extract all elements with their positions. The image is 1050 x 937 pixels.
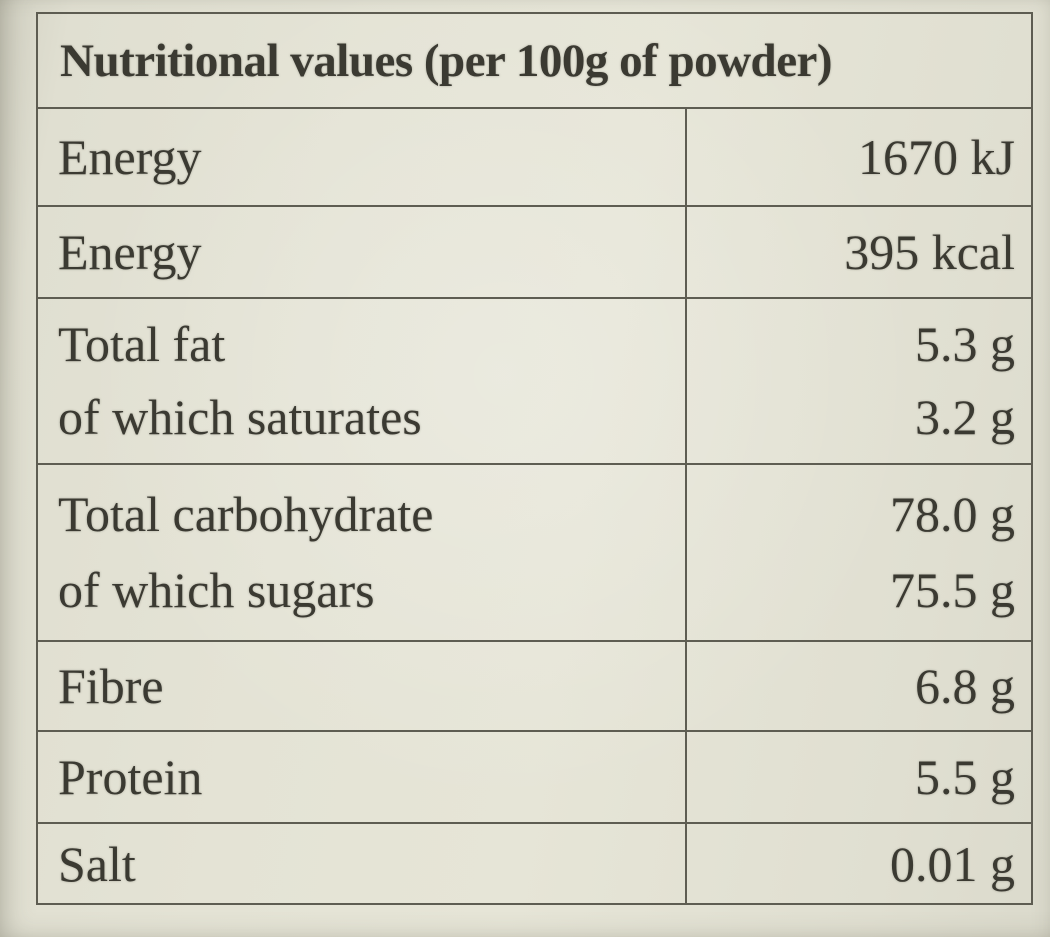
nutrient-value: 0.01 g [890, 836, 1015, 892]
nutrient-value: 6.8 g [915, 657, 1015, 714]
nutrient-name-cell: Total carbohydrate of which sugars [38, 465, 685, 640]
nutrient-name: Energy [58, 128, 202, 185]
table-row-energy-kcal: Energy 395 kcal [38, 207, 1031, 299]
table-row-carbohydrate: Total carbohydrate of which sugars 78.0 … [38, 465, 1031, 642]
nutrient-name: Total carbohydrate [58, 485, 434, 542]
table-title-text: Nutritional values (per 100g of powder) [60, 34, 833, 87]
nutrient-name-cell: Energy [38, 207, 685, 297]
nutrient-value-cell: 78.0 g 75.5 g [685, 465, 1031, 640]
nutrient-name-cell: Salt [38, 824, 685, 905]
nutrient-value-cell: 395 kcal [685, 207, 1031, 297]
nutrient-name-cell: Protein [38, 732, 685, 822]
nutrition-table: Nutritional values (per 100g of powder) … [36, 12, 1033, 905]
nutrient-value: 1670 kJ [858, 128, 1015, 185]
nutrient-value: 395 kcal [844, 223, 1015, 280]
nutrient-name: Energy [58, 223, 202, 280]
nutrient-name-cell: Total fat of which saturates [38, 299, 685, 463]
nutrient-subvalue: 3.2 g [915, 389, 1015, 445]
nutrient-value: 5.3 g [915, 316, 1015, 372]
nutrient-value-cell: 6.8 g [685, 642, 1031, 730]
nutrient-name: Protein [58, 748, 203, 805]
nutrient-subname: of which saturates [58, 389, 422, 445]
nutrient-name: Fibre [58, 657, 164, 714]
table-row-fat: Total fat of which saturates 5.3 g 3.2 g [38, 299, 1031, 465]
table-row-protein: Protein 5.5 g [38, 732, 1031, 824]
nutrient-name: Salt [58, 836, 136, 892]
nutrient-name-cell: Fibre [38, 642, 685, 730]
table-row-fibre: Fibre 6.8 g [38, 642, 1031, 732]
table-title: Nutritional values (per 100g of powder) [38, 14, 1031, 109]
nutrient-name: Total fat [58, 316, 226, 372]
nutrient-value-cell: 1670 kJ [685, 109, 1031, 205]
nutrient-value: 78.0 g [890, 485, 1015, 542]
nutrient-value-cell: 5.5 g [685, 732, 1031, 822]
nutrient-subvalue: 75.5 g [890, 562, 1015, 619]
nutrient-value: 5.5 g [915, 748, 1015, 805]
nutrient-value-cell: 0.01 g [685, 824, 1031, 905]
nutrient-name-cell: Energy [38, 109, 685, 205]
table-row-energy-kj: Energy 1670 kJ [38, 109, 1031, 207]
nutrient-value-cell: 5.3 g 3.2 g [685, 299, 1031, 463]
nutrient-subname: of which sugars [58, 562, 375, 619]
table-row-salt: Salt 0.01 g [38, 824, 1031, 905]
